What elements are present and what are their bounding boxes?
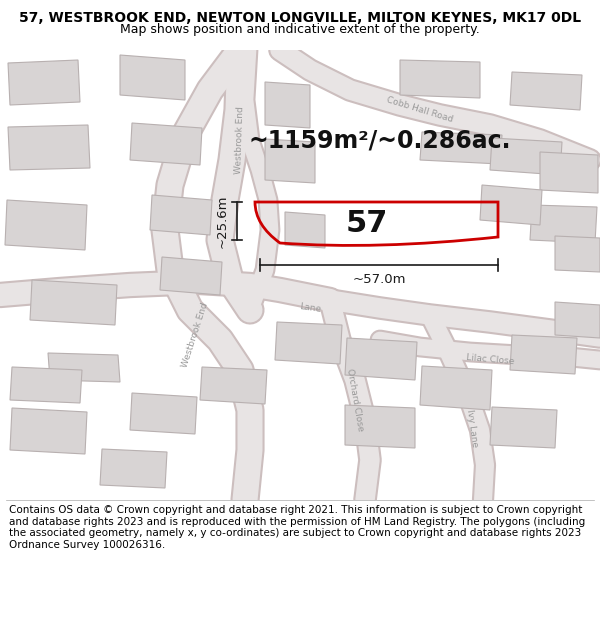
Polygon shape (555, 236, 600, 272)
Text: Map shows position and indicative extent of the property.: Map shows position and indicative extent… (120, 23, 480, 36)
Polygon shape (265, 139, 315, 183)
Polygon shape (8, 60, 80, 105)
Polygon shape (345, 338, 417, 380)
Polygon shape (130, 393, 197, 434)
Polygon shape (530, 205, 597, 243)
Text: 57, WESTBROOK END, NEWTON LONGVILLE, MILTON KEYNES, MK17 0DL: 57, WESTBROOK END, NEWTON LONGVILLE, MIL… (19, 11, 581, 25)
Polygon shape (345, 405, 415, 448)
Polygon shape (275, 322, 342, 364)
Polygon shape (540, 152, 598, 193)
Polygon shape (555, 302, 600, 338)
Polygon shape (510, 72, 582, 110)
Polygon shape (130, 123, 202, 165)
Text: Ivy Lane: Ivy Lane (465, 409, 479, 447)
Text: Orchard Close: Orchard Close (345, 368, 365, 432)
Polygon shape (5, 200, 87, 250)
Polygon shape (160, 257, 222, 295)
Polygon shape (265, 82, 310, 128)
Text: Westbrook End: Westbrook End (180, 301, 210, 369)
Polygon shape (10, 367, 82, 403)
Polygon shape (510, 335, 577, 374)
Polygon shape (200, 367, 267, 404)
Polygon shape (10, 408, 87, 454)
Polygon shape (100, 449, 167, 488)
Polygon shape (120, 55, 185, 100)
Polygon shape (480, 185, 542, 225)
Text: ~1159m²/~0.286ac.: ~1159m²/~0.286ac. (249, 128, 511, 152)
Text: Lane: Lane (299, 302, 322, 314)
Polygon shape (420, 366, 492, 410)
Polygon shape (150, 195, 212, 235)
Text: Contains OS data © Crown copyright and database right 2021. This information is : Contains OS data © Crown copyright and d… (9, 505, 585, 550)
Text: ~57.0m: ~57.0m (352, 273, 406, 286)
Polygon shape (285, 212, 325, 248)
Polygon shape (490, 407, 557, 448)
Polygon shape (490, 138, 562, 175)
Polygon shape (30, 280, 117, 325)
Text: ~25.6m: ~25.6m (216, 194, 229, 248)
Text: Lilac Close: Lilac Close (466, 353, 514, 367)
Text: Westbrook End: Westbrook End (235, 106, 245, 174)
Polygon shape (400, 60, 480, 98)
Text: Cobb Hall Road: Cobb Hall Road (386, 96, 454, 124)
Polygon shape (8, 125, 90, 170)
Polygon shape (48, 353, 120, 382)
Polygon shape (420, 132, 502, 164)
Text: 57: 57 (346, 209, 388, 238)
